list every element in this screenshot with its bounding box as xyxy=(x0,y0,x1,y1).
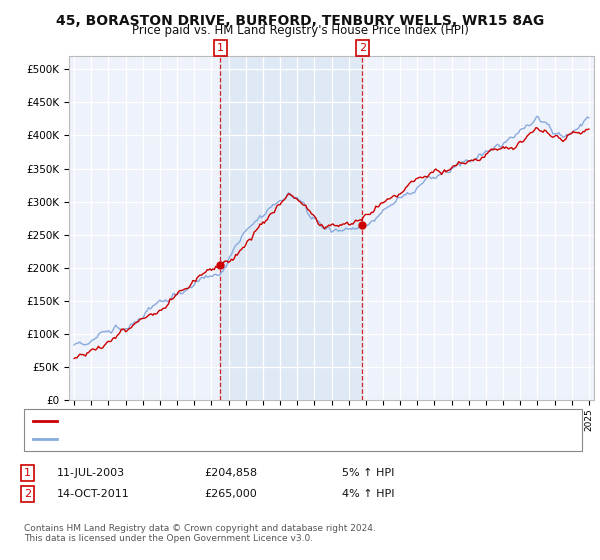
Text: 11-JUL-2003: 11-JUL-2003 xyxy=(57,468,125,478)
Text: £265,000: £265,000 xyxy=(204,489,257,499)
Text: 45, BORASTON DRIVE, BURFORD, TENBURY WELLS, WR15 8AG: 45, BORASTON DRIVE, BURFORD, TENBURY WEL… xyxy=(56,14,544,28)
Text: 1: 1 xyxy=(24,468,31,478)
Text: 5% ↑ HPI: 5% ↑ HPI xyxy=(342,468,394,478)
Text: 1: 1 xyxy=(217,43,224,53)
Text: HPI: Average price, detached house, Shropshire: HPI: Average price, detached house, Shro… xyxy=(60,434,298,444)
Text: £204,858: £204,858 xyxy=(204,468,257,478)
Text: 2: 2 xyxy=(24,489,31,499)
Text: Contains HM Land Registry data © Crown copyright and database right 2024.
This d: Contains HM Land Registry data © Crown c… xyxy=(24,524,376,543)
Text: 4% ↑ HPI: 4% ↑ HPI xyxy=(342,489,395,499)
Text: Price paid vs. HM Land Registry's House Price Index (HPI): Price paid vs. HM Land Registry's House … xyxy=(131,24,469,37)
Text: 14-OCT-2011: 14-OCT-2011 xyxy=(57,489,130,499)
Bar xyxy=(220,56,362,400)
Text: 2: 2 xyxy=(359,43,366,53)
Text: 45, BORASTON DRIVE, BURFORD, TENBURY WELLS, WR15 8AG (detached house): 45, BORASTON DRIVE, BURFORD, TENBURY WEL… xyxy=(60,416,463,426)
